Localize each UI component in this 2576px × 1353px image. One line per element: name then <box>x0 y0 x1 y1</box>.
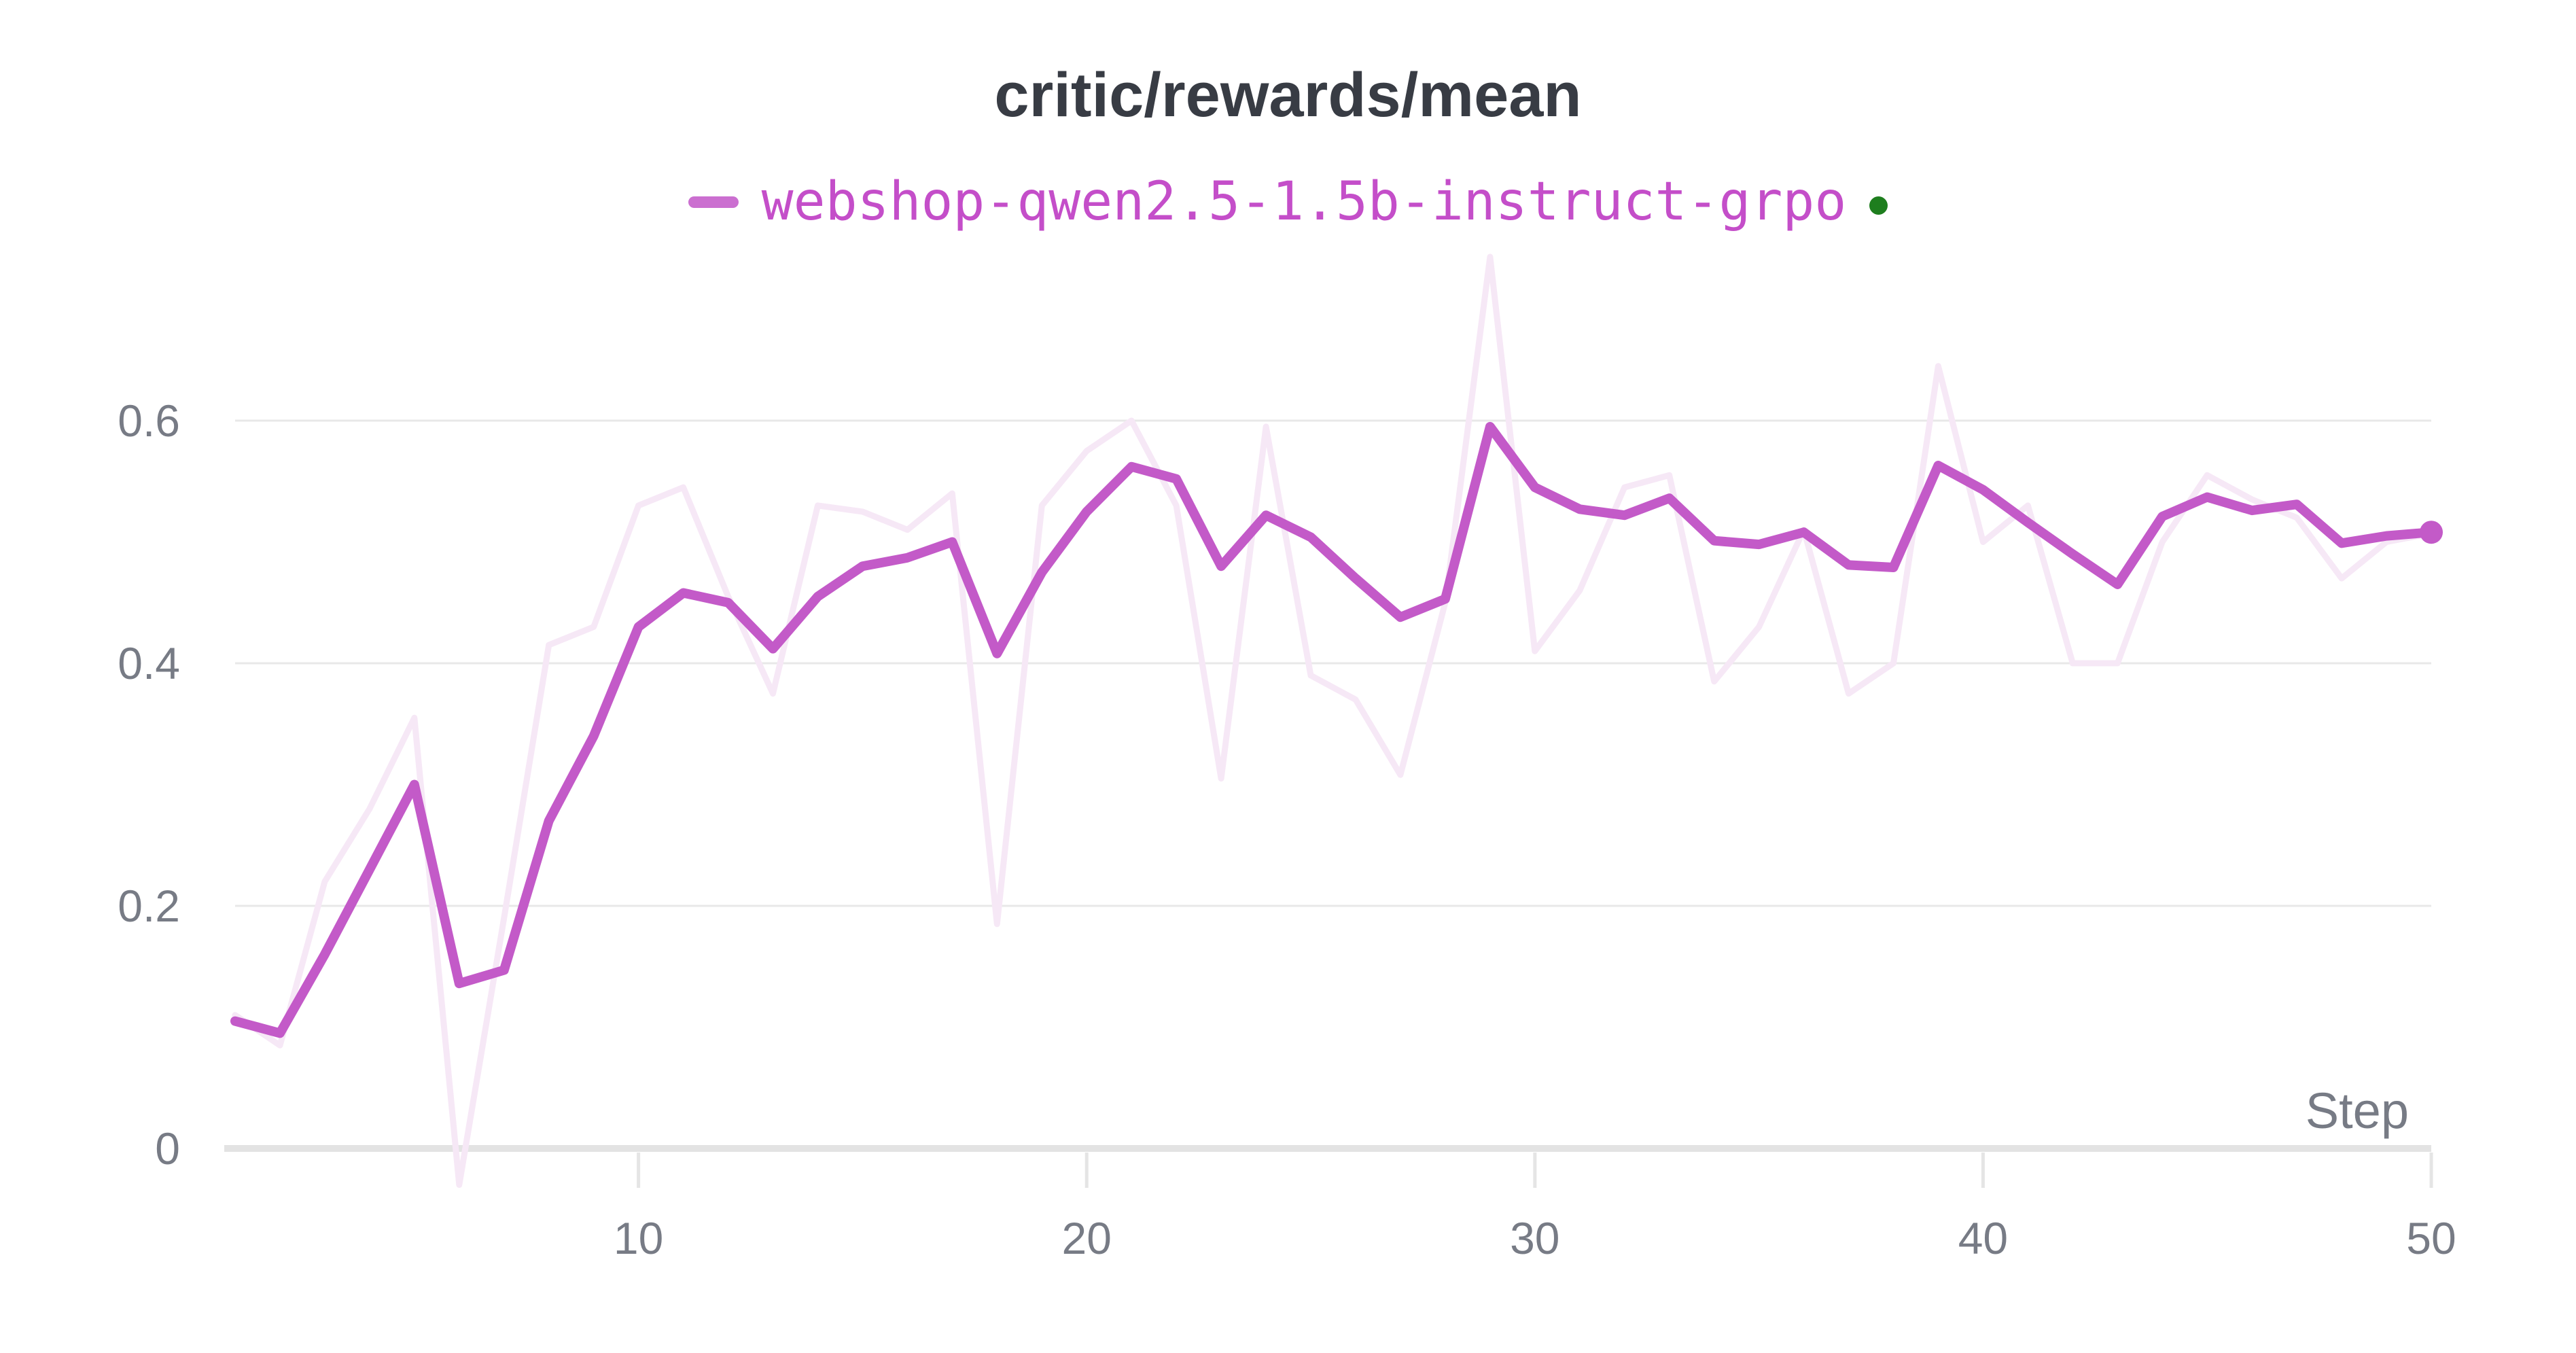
x-axis-tick-label: 20 <box>1061 1213 1112 1263</box>
chart-legend[interactable]: webshop-qwen2.5-1.5b-instruct-grpo <box>0 171 2576 232</box>
run-status-dot <box>1869 196 1888 215</box>
x-axis-tick-label: 10 <box>613 1213 664 1263</box>
y-axis-tick-label: 0.2 <box>118 881 180 931</box>
legend-run-name[interactable]: webshop-qwen2.5-1.5b-instruct-grpo <box>761 171 1847 232</box>
x-axis-tick-label: 50 <box>2406 1213 2456 1263</box>
raw-data-line[interactable] <box>232 253 2435 1188</box>
x-axis-tick-label: 30 <box>1510 1213 1560 1263</box>
x-axis-tick-label: 40 <box>1958 1213 2009 1263</box>
x-axis-title: Step <box>2305 1083 2409 1139</box>
smoothed-data-line[interactable] <box>230 421 2436 1038</box>
chart-title: critic/rewards/mean <box>994 60 1582 130</box>
latest-point-dot[interactable] <box>2420 521 2443 544</box>
y-axis-tick-label: 0 <box>155 1123 180 1174</box>
legend-line-swatch <box>688 196 739 208</box>
y-axis-tick-label: 0.6 <box>118 396 180 446</box>
y-axis-tick-label: 0.4 <box>118 638 180 688</box>
